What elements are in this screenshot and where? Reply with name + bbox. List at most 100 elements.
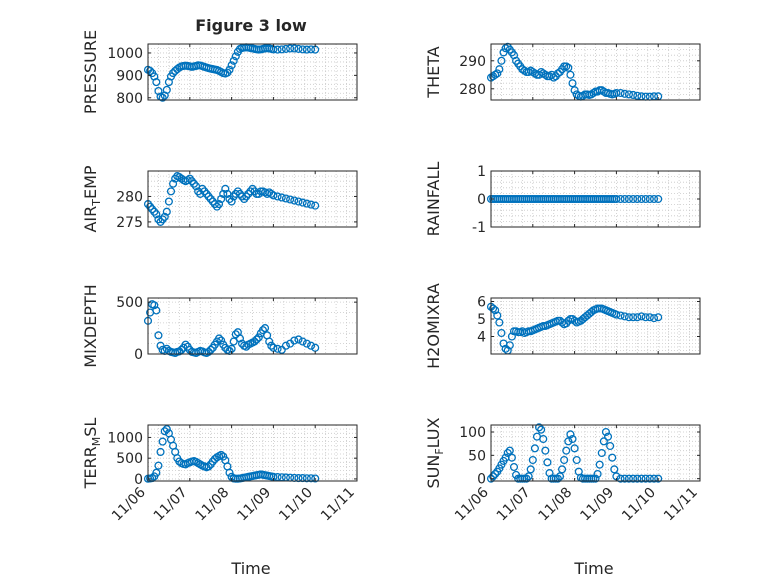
- data-point: [306, 341, 316, 350]
- data-point: [169, 179, 178, 188]
- x-tick-label: 11/09: [234, 485, 274, 525]
- data-point: [566, 70, 575, 79]
- data-point: [227, 197, 236, 206]
- data-point: [273, 344, 282, 353]
- data-point: [560, 455, 569, 465]
- y-axis-label: SUNFLUX: [424, 417, 446, 488]
- data-point: [620, 474, 629, 483]
- data-point: [290, 44, 299, 53]
- data-point: [302, 45, 311, 54]
- data-point: [273, 192, 282, 201]
- axes-frame: [147, 43, 358, 101]
- data-point: [183, 176, 192, 185]
- data-point: [612, 310, 621, 319]
- data-point: [225, 468, 234, 477]
- axes-frame: [490, 424, 701, 482]
- axes-frame: [147, 170, 358, 228]
- data-point: [208, 457, 217, 466]
- data-point: [146, 66, 155, 75]
- y-axis-label: H2OMIXRA: [424, 283, 443, 369]
- data-point: [507, 332, 516, 341]
- y-tick-label: 50: [468, 448, 486, 464]
- data-point: [302, 474, 311, 483]
- y-tick-label: 500: [116, 451, 143, 467]
- data-point: [629, 90, 638, 100]
- data-point: [497, 328, 506, 338]
- data-point: [152, 78, 161, 87]
- data-point: [593, 469, 602, 479]
- data-point: [645, 313, 654, 322]
- data-point: [225, 65, 234, 74]
- y-tick-label: 100: [459, 425, 486, 441]
- data-point: [562, 62, 571, 71]
- data-point: [277, 345, 286, 354]
- data-point: [231, 330, 240, 339]
- data-point: [633, 194, 642, 204]
- data-point: [219, 189, 228, 198]
- data-point: [290, 196, 299, 205]
- data-point: [311, 201, 320, 210]
- data-point: [302, 199, 311, 208]
- data-point: [254, 333, 263, 342]
- data-point: [495, 318, 504, 327]
- data-point: [493, 69, 502, 78]
- data-point: [156, 447, 165, 457]
- y-tick-label: 500: [116, 295, 143, 311]
- data-point: [258, 326, 268, 335]
- data-point: [603, 432, 613, 441]
- data-point: [501, 44, 510, 53]
- data-point: [641, 474, 650, 483]
- data-point: [522, 474, 531, 483]
- data-point: [601, 427, 610, 437]
- data-point: [298, 337, 307, 346]
- x-tick-label: 11/07: [494, 485, 534, 525]
- data-point: [624, 313, 633, 322]
- data-point: [294, 197, 303, 206]
- y-axis-label: AIRTEMP: [81, 165, 103, 232]
- data-point: [286, 44, 295, 53]
- data-point: [620, 312, 629, 321]
- data-point: [491, 469, 500, 479]
- data-point: [286, 195, 295, 204]
- x-tick-label: 11/08: [193, 485, 233, 525]
- subplot-theta: 280 290 THETA: [424, 42, 701, 101]
- data-point: [654, 474, 663, 483]
- data-point: [491, 70, 500, 79]
- x-tick-label: 11/11: [661, 485, 701, 525]
- y-tick-label: 280: [459, 82, 486, 98]
- data-point: [231, 52, 240, 61]
- data-point: [553, 69, 562, 78]
- data-point: [493, 311, 502, 320]
- data-point: [599, 437, 608, 446]
- y-tick-label: 5: [477, 312, 486, 328]
- subplot-rainfall: -1 0 1 RAINFALL: [424, 162, 701, 236]
- data-point: [152, 468, 161, 477]
- data-point: [637, 194, 646, 204]
- data-point: [273, 473, 282, 482]
- x-tick-label: 11/07: [151, 485, 191, 525]
- data-point: [612, 88, 621, 98]
- y-tick-label: 1: [477, 164, 486, 180]
- data-point: [624, 194, 633, 204]
- data-point: [298, 198, 307, 207]
- data-point: [564, 63, 573, 72]
- data-point: [164, 197, 173, 206]
- subplot-sun-flux: 0 50 100 11/06 11/07 11/08 11/09 11/10 11/11 SUNF…: [424, 417, 701, 524]
- data-point: [158, 93, 167, 102]
- data-point: [562, 446, 571, 455]
- data-point: [616, 88, 625, 98]
- data-point: [591, 474, 600, 483]
- data-point: [273, 45, 282, 54]
- x-tick-label: 11/06: [452, 484, 492, 524]
- data-point: [568, 434, 577, 444]
- data-point: [290, 336, 299, 345]
- data-point: [221, 184, 230, 193]
- data-point: [541, 446, 550, 455]
- data-point: [570, 444, 579, 453]
- data-point: [150, 301, 159, 310]
- data-point: [311, 474, 320, 483]
- data-point: [269, 191, 278, 200]
- y-tick-label: 1000: [107, 430, 143, 446]
- data-point: [507, 453, 516, 462]
